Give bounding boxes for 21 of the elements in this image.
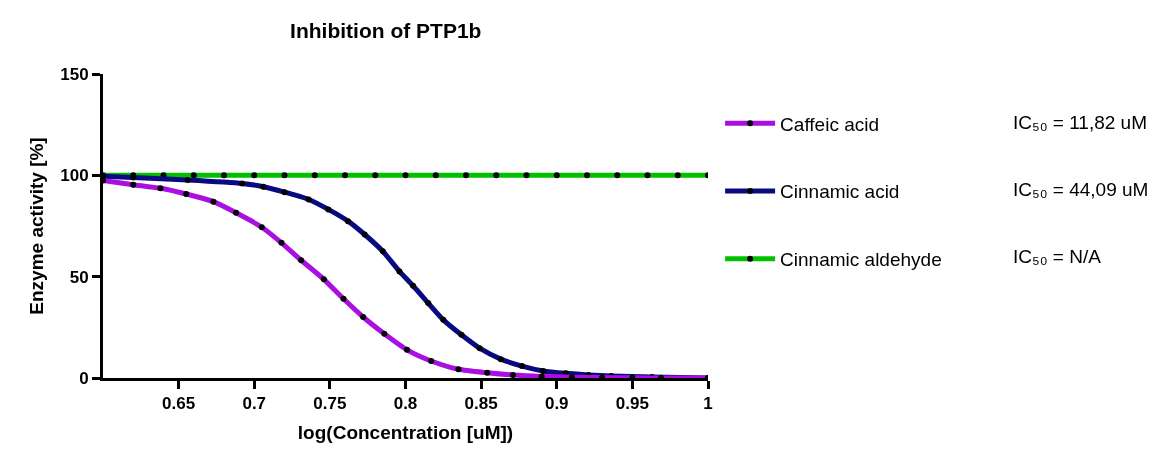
x-tick-label: 1 <box>703 394 713 414</box>
y-tick-label: 0 <box>79 368 89 388</box>
chart-title: Inhibition of PTP1b <box>290 18 482 42</box>
x-axis-title: log(Concentration [uM]) <box>297 422 514 444</box>
x-tick-label: 0.85 <box>464 394 498 414</box>
text: IC₅₀ = 11,82 uM <box>1013 112 1148 133</box>
x-tick-label: 0.7 <box>242 394 267 414</box>
y-tick-label: 100 <box>60 166 89 186</box>
legend-label: Caffeic acid <box>780 113 880 135</box>
legend-label: Cinnamic aldehyde <box>780 249 942 271</box>
y-axis-title: Enzyme activity [%] <box>26 137 48 315</box>
x-tick-label: 0.75 <box>313 394 347 414</box>
x-tick-label: 0.95 <box>615 394 649 414</box>
y-tick-label: 50 <box>69 267 89 287</box>
x-tick-label: 0.8 <box>393 394 418 414</box>
x-tick-label: 0.9 <box>544 394 569 414</box>
x-tick-label: 0.65 <box>162 394 196 414</box>
y-tick-label: 150 <box>60 64 89 84</box>
legend-label: Cinnamic acid <box>780 181 900 203</box>
text: IC₅₀ = 44,09 uM <box>1013 179 1149 200</box>
text: IC₅₀ = N/A <box>1013 246 1102 267</box>
